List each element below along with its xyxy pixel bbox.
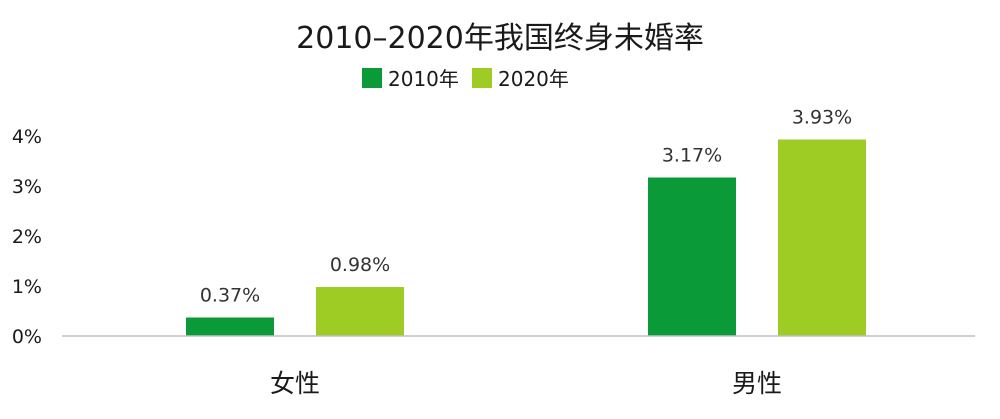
bar-1-0 [648, 177, 736, 336]
y-tick-label-4: 4% [12, 126, 42, 148]
value-label-0-0: 0.37% [200, 285, 260, 307]
value-label-1-0: 3.17% [662, 145, 722, 167]
chart-title: 2010–2020年我国终身未婚率 [296, 21, 704, 56]
bar-1-1 [778, 139, 866, 336]
value-labels: 0.37% 0.98% 3.17% 3.93% [200, 107, 852, 307]
y-tick-label-2: 2% [12, 226, 42, 248]
y-axis-ticks: 0% 1% 2% 3% 4% [12, 126, 42, 348]
category-label-1: 男性 [732, 369, 782, 398]
category-labels: 女性 男性 [270, 369, 782, 398]
bar-0-1 [316, 287, 404, 336]
legend-swatch-2020 [472, 68, 492, 88]
bars [186, 139, 866, 336]
legend-swatch-2010 [362, 68, 382, 88]
legend: 2010年 2020年 [362, 67, 569, 91]
legend-label-2020: 2020年 [498, 67, 569, 91]
legend-label-2010: 2010年 [388, 67, 459, 91]
value-label-1-1: 3.93% [792, 107, 852, 129]
bar-0-0 [186, 317, 274, 336]
y-tick-label-1: 1% [12, 276, 42, 298]
value-label-0-1: 0.98% [330, 254, 390, 276]
category-label-0: 女性 [270, 369, 320, 398]
y-tick-label-3: 3% [12, 176, 42, 198]
y-tick-label-0: 0% [12, 326, 42, 348]
